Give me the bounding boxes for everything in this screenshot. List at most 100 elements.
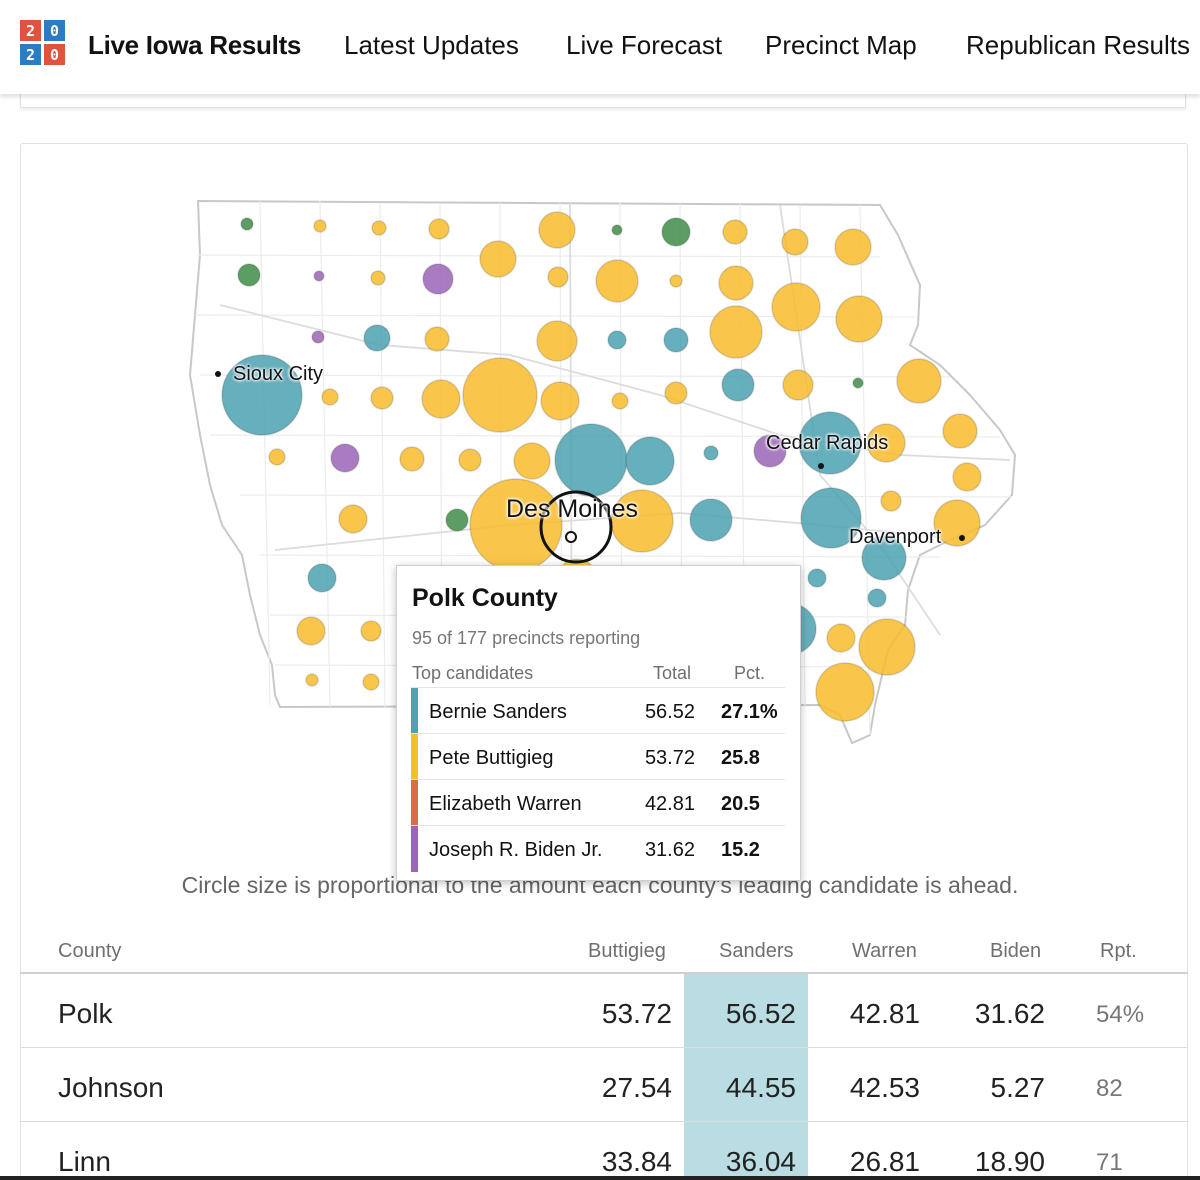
county-circle[interactable] — [852, 377, 864, 389]
county-circle[interactable] — [880, 490, 902, 512]
county-circle[interactable] — [782, 369, 814, 401]
county-circle[interactable] — [718, 265, 754, 301]
county-circle[interactable] — [771, 282, 821, 332]
cell-buttigieg: 53.72 — [601, 998, 672, 1029]
county-circle[interactable] — [722, 219, 748, 245]
county-circle[interactable] — [826, 623, 856, 653]
county-circle[interactable] — [669, 274, 683, 288]
county-circle[interactable] — [330, 443, 360, 473]
county-circle[interactable] — [540, 381, 580, 421]
county-circle[interactable] — [709, 305, 763, 359]
county-circle[interactable] — [370, 270, 386, 286]
county-circle[interactable] — [942, 413, 978, 449]
table-header-buttigieg[interactable]: Buttigieg — [588, 940, 666, 962]
county-circle[interactable] — [305, 673, 319, 687]
county-circle[interactable] — [554, 423, 628, 497]
county-circle[interactable] — [858, 618, 916, 676]
county-circle[interactable] — [807, 568, 827, 588]
county-circle[interactable] — [538, 211, 576, 249]
county-circle[interactable] — [296, 616, 326, 646]
cell-rpt: 82 — [1096, 1075, 1123, 1102]
county-circle[interactable] — [513, 442, 551, 480]
county-circle[interactable] — [311, 330, 325, 344]
county-circle[interactable] — [781, 228, 809, 256]
county-circle[interactable] — [462, 357, 538, 433]
table-header-sanders[interactable]: Sanders — [719, 940, 794, 962]
nav-republican-results[interactable]: Republican Results — [966, 30, 1191, 60]
county-circle[interactable] — [371, 220, 387, 236]
county-circle[interactable] — [458, 448, 482, 472]
city-label-des-moines: Des Moines — [506, 495, 638, 523]
county-circle[interactable] — [663, 327, 689, 353]
table-header-biden[interactable]: Biden — [990, 940, 1042, 962]
county-circle[interactable] — [800, 487, 862, 549]
county-circle[interactable] — [866, 423, 906, 463]
county-circle[interactable] — [664, 381, 688, 405]
county-circle[interactable] — [237, 263, 261, 287]
candidate-total: 42.81 — [644, 793, 695, 815]
polk-highlight — [539, 490, 613, 564]
county-circle[interactable] — [240, 217, 254, 231]
county-circle[interactable] — [307, 563, 337, 593]
county-circle[interactable] — [338, 504, 368, 534]
tooltip-row: Pete Buttigieg 53.72 25.8 — [411, 733, 785, 780]
county-circle[interactable] — [370, 386, 394, 410]
county-circle[interactable] — [834, 228, 872, 266]
county-circle[interactable] — [547, 266, 569, 288]
county-circle[interactable] — [422, 263, 454, 295]
county-circle[interactable] — [753, 434, 787, 468]
cell-sanders: 44.55 — [725, 1072, 796, 1103]
logo-digit: 2 — [20, 20, 41, 41]
county-circle[interactable] — [689, 498, 733, 542]
table-header-county[interactable]: County — [58, 940, 122, 962]
county-circle[interactable] — [363, 324, 391, 352]
top-header: 2 0 2 0 Live Iowa Results Latest Updates… — [0, 0, 1200, 94]
county-circle[interactable] — [661, 217, 691, 247]
county-circle[interactable] — [313, 270, 325, 282]
county-circle[interactable] — [362, 673, 380, 691]
county-circle[interactable] — [625, 436, 675, 486]
county-circle[interactable] — [952, 462, 982, 492]
table-header-rpt[interactable]: Rpt. — [1100, 940, 1137, 962]
county-circle[interactable] — [321, 388, 339, 406]
county-circle[interactable] — [896, 358, 942, 404]
nav-latest-updates[interactable]: Latest Updates — [344, 30, 519, 60]
county-circle[interactable] — [445, 508, 469, 532]
county-circle[interactable] — [595, 259, 639, 303]
nav-live-forecast[interactable]: Live Forecast — [566, 30, 723, 60]
county-circle[interactable] — [703, 445, 719, 461]
tooltip-header-candidates: Top candidates — [412, 663, 534, 683]
city-dots — [215, 371, 965, 541]
county-circle[interactable] — [428, 218, 450, 240]
candidate-total: 56.52 — [644, 701, 695, 723]
county-circle[interactable] — [424, 326, 450, 352]
county-circle[interactable] — [611, 392, 629, 410]
county-circle[interactable] — [421, 379, 461, 419]
county-circle[interactable] — [607, 330, 627, 350]
county-circle[interactable] — [268, 448, 286, 466]
county-circle[interactable] — [611, 224, 623, 236]
county-circle[interactable] — [479, 240, 517, 278]
county-circle[interactable] — [835, 295, 883, 343]
candidate-name: Joseph R. Biden Jr. — [429, 839, 603, 861]
county-circle[interactable] — [469, 478, 563, 572]
nav-precinct-map[interactable]: Precinct Map — [765, 30, 917, 60]
county-circle[interactable] — [861, 535, 907, 581]
county-circle[interactable] — [798, 411, 862, 475]
tooltip-row: Bernie Sanders 56.52 27.1% — [411, 687, 785, 734]
county-circle[interactable] — [815, 662, 875, 722]
county-circle[interactable] — [867, 588, 887, 608]
county-circle[interactable] — [536, 320, 578, 362]
county-circle[interactable] — [933, 499, 981, 547]
county-circle[interactable] — [360, 620, 382, 642]
county-circle[interactable] — [721, 368, 755, 402]
candidate-pct: 25.8 — [721, 747, 760, 769]
candidate-name: Bernie Sanders — [429, 701, 567, 723]
county-circle[interactable] — [399, 446, 425, 472]
candidate-color-bar — [411, 780, 418, 826]
county-circle[interactable] — [221, 354, 303, 436]
page-title[interactable]: Live Iowa Results — [88, 30, 302, 60]
logo-2020[interactable]: 2 0 2 0 — [20, 20, 65, 65]
table-header-warren[interactable]: Warren — [852, 940, 917, 962]
county-circle[interactable] — [313, 219, 327, 233]
